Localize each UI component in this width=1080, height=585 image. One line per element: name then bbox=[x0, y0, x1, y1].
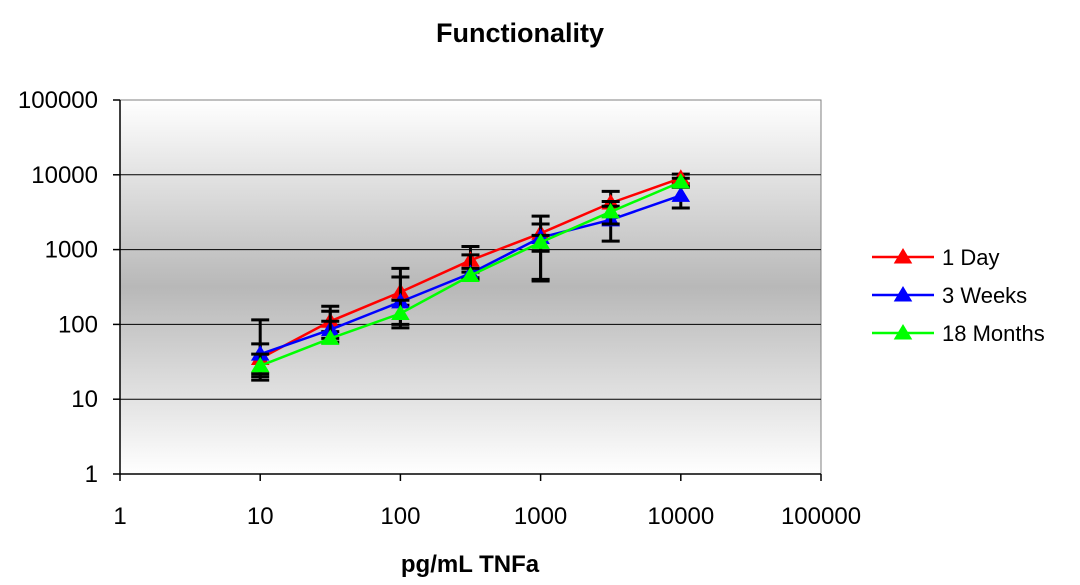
legend-marker bbox=[893, 286, 913, 302]
data-point bbox=[391, 304, 410, 320]
legend-label: 18 Months bbox=[942, 321, 1045, 346]
x-tick-label: 1000 bbox=[514, 503, 567, 530]
data-point bbox=[250, 356, 270, 373]
y-tick-label: 100 bbox=[58, 311, 98, 338]
legend-item: 1 Day bbox=[872, 245, 999, 270]
series-18-months bbox=[250, 173, 691, 382]
axes bbox=[119, 100, 821, 475]
legend-marker bbox=[893, 248, 913, 264]
legend: 1 Day 3 Weeks 18 Months bbox=[872, 245, 1045, 346]
series-group bbox=[250, 169, 691, 382]
x-tick-label: 10 bbox=[247, 503, 274, 530]
y-tick-label: 10000 bbox=[31, 162, 98, 189]
legend-label: 3 Weeks bbox=[942, 283, 1027, 308]
plot-area bbox=[119, 99, 822, 475]
data-point bbox=[531, 233, 550, 249]
data-point bbox=[671, 186, 691, 202]
y-tick-label: 10 bbox=[71, 386, 98, 413]
x-tick-label: 100000 bbox=[781, 503, 861, 530]
data-point bbox=[671, 173, 691, 189]
legend-marker bbox=[893, 324, 913, 340]
legend-item: 18 Months bbox=[872, 321, 1045, 346]
data-point bbox=[320, 329, 340, 345]
y-tick-label: 100000 bbox=[18, 87, 98, 114]
y-tick-label: 1 bbox=[85, 461, 98, 488]
x-axis-ticks: 1 10 100 1000 10000 100000 bbox=[113, 474, 861, 530]
chart-title: Functionality bbox=[436, 18, 604, 48]
y-tick-label: 1000 bbox=[45, 237, 98, 264]
legend-item: 3 Weeks bbox=[872, 283, 1027, 308]
x-tick-label: 10000 bbox=[647, 503, 714, 530]
x-tick-label: 1 bbox=[113, 503, 126, 530]
x-tick-label: 100 bbox=[380, 503, 420, 530]
y-axis-ticks: 1 10 100 1000 10000 100000 bbox=[18, 87, 120, 488]
legend-label: 1 Day bbox=[942, 245, 999, 270]
watermark-text: 大数跨境 bbox=[52, 553, 132, 577]
data-point bbox=[601, 202, 620, 219]
x-axis-label: pg/mL TNFa bbox=[401, 551, 540, 578]
data-point bbox=[461, 266, 480, 283]
